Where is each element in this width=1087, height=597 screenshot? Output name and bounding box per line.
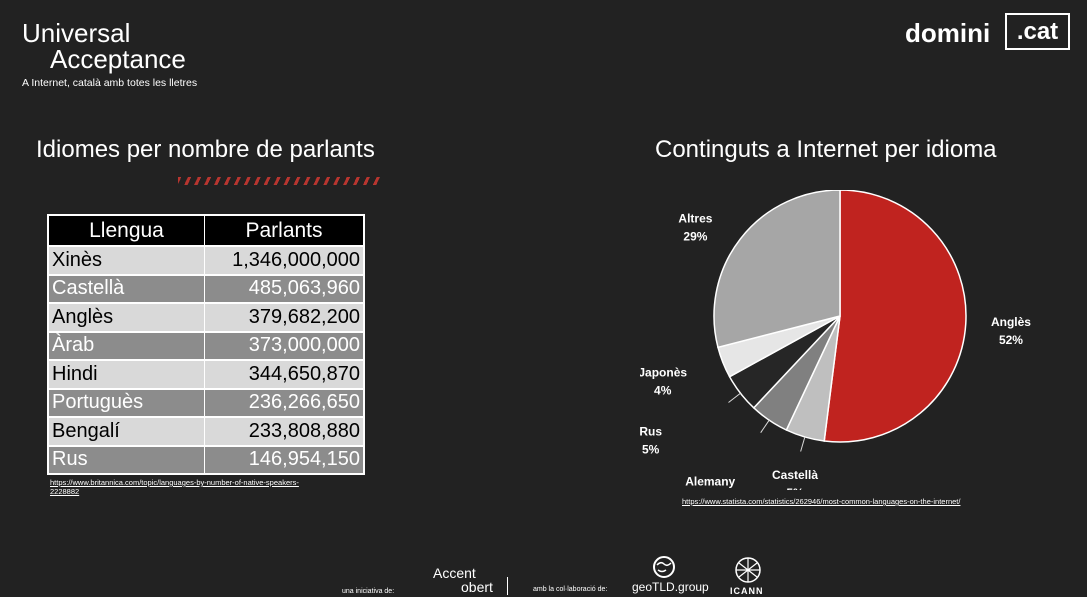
- cell-language: Xinès: [48, 245, 205, 275]
- footer-initiative-label: una iniciativa de:: [342, 588, 395, 595]
- cell-speakers: 233,808,880: [204, 416, 365, 446]
- brand-title-line2: Acceptance: [50, 44, 186, 74]
- table-body: Xinès 1,346,000,000 Castellà 485,063,960 Ang…: [48, 245, 365, 474]
- source-link-statista[interactable]: https://www.statista.com/statistics/2629…: [682, 497, 961, 506]
- table-row: Castellà 485,063,960: [48, 273, 365, 303]
- accent-logo-line2: obert: [461, 579, 493, 595]
- pie-chart: Anglès52%Castellà5%Alemany5%Rus5%Japonès…: [640, 190, 1031, 490]
- pie-leader-castellà: [800, 436, 806, 452]
- cell-speakers: 236,266,650: [204, 387, 365, 417]
- decorative-stripe: [178, 177, 383, 185]
- pie-slice-altres: [713, 190, 841, 349]
- source-link-britannica[interactable]: https://www.britannica.com/topic/languag…: [50, 478, 299, 496]
- icann-logo: ICANN: [730, 586, 764, 596]
- cell-language: Anglès: [48, 302, 205, 332]
- cell-language: Portuguès: [48, 387, 205, 417]
- pie-labels: Anglès52%Castellà5%Alemany5%Rus5%Japonès…: [640, 212, 1031, 490]
- cell-speakers: 1,346,000,000: [204, 245, 365, 275]
- column-header-speakers: Parlants: [204, 215, 365, 246]
- table-row: Portuguès 236,266,650: [48, 387, 365, 417]
- footer-collaboration-label: amb la col·laboració de:: [533, 586, 608, 593]
- pie-slices: [713, 190, 967, 443]
- logo-text: domini: [905, 18, 991, 48]
- pie-value-anglès: 52%: [999, 333, 1023, 347]
- pie-leader-lines: [728, 392, 806, 452]
- pie-slice-anglès: [823, 190, 967, 443]
- cell-speakers: 379,682,200: [204, 302, 365, 332]
- cell-language: Àrab: [48, 330, 205, 360]
- cell-speakers: 344,650,870: [204, 359, 365, 389]
- table-row: Bengalí 233,808,880: [48, 416, 365, 446]
- table-row: Anglès 379,682,200: [48, 302, 365, 332]
- cell-speakers: 373,000,000: [204, 330, 365, 360]
- pie-value-altres: 29%: [683, 230, 707, 244]
- cell-language: Rus: [48, 444, 205, 474]
- language-table: Llengua Parlants Xinès 1,346,000,000 Caste…: [47, 214, 365, 475]
- table-row: Àrab 373,000,000: [48, 330, 365, 360]
- table-header-row: Llengua Parlants: [48, 215, 365, 246]
- accent-logo-line1: Accent: [433, 565, 476, 581]
- pie-label-japonès: Japonès: [640, 365, 687, 379]
- pie-label-alemany: Alemany: [685, 475, 735, 489]
- pie-leader-alemany: [760, 419, 770, 433]
- cell-speakers: 485,063,960: [204, 273, 365, 303]
- cell-language: Bengalí: [48, 416, 205, 446]
- column-header-language: Llengua: [48, 215, 205, 246]
- pie-label-anglès: Anglès: [991, 315, 1031, 329]
- cell-language: Hindi: [48, 359, 205, 389]
- pie-label-altres: Altres: [678, 212, 712, 226]
- brand-tagline: A Internet, català amb totes les lletres: [22, 77, 198, 89]
- pie-value-japonès: 4%: [654, 383, 672, 397]
- accent-logo-bar: [507, 577, 508, 595]
- left-section-title: Idiomes per nombre de parlants: [36, 136, 375, 163]
- icann-globe-icon: [735, 557, 761, 583]
- cell-language: Castellà: [48, 273, 205, 303]
- brand-title-line1: Universal: [22, 18, 131, 48]
- pie-label-castellà: Castellà: [772, 468, 818, 482]
- pie-label-rus: Rus: [640, 425, 662, 439]
- table-row: Hindi 344,650,870: [48, 359, 365, 389]
- geotld-logo: geoTLD.group: [632, 580, 709, 594]
- right-section-title: Continguts a Internet per idioma: [655, 136, 997, 163]
- globe-icon: [653, 556, 675, 578]
- logo-box: .cat: [1005, 13, 1070, 50]
- accent-obert-logo: Accent obert: [433, 566, 493, 594]
- pie-value-rus: 5%: [642, 443, 660, 457]
- table-row: Xinès 1,346,000,000: [48, 245, 365, 275]
- pie-value-castellà: 5%: [786, 486, 804, 490]
- brand-title: Universal Acceptance: [22, 20, 186, 72]
- table-row: Rus 146,954,150: [48, 444, 365, 474]
- cell-speakers: 146,954,150: [204, 444, 365, 474]
- pie-leader-rus: [728, 392, 741, 403]
